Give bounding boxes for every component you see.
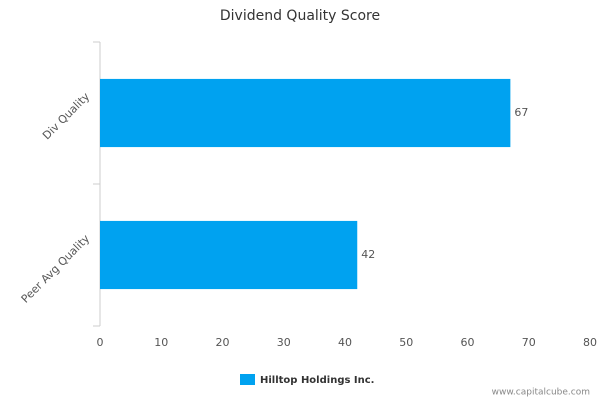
- x-tick-label: 80: [583, 336, 597, 349]
- data-label: 67: [514, 106, 528, 119]
- x-tick-label: 0: [97, 336, 104, 349]
- data-label: 42: [361, 248, 375, 261]
- bar: [100, 220, 358, 290]
- x-tick-label: 60: [461, 336, 475, 349]
- chart-title: Dividend Quality Score: [220, 8, 380, 24]
- y-tick-label: Peer Avg Quality: [19, 232, 93, 306]
- bar: [100, 78, 511, 148]
- x-tick-label: 70: [522, 336, 536, 349]
- legend-swatch: [240, 374, 255, 385]
- x-tick-label: 50: [399, 336, 413, 349]
- x-tick-label: 40: [338, 336, 352, 349]
- y-tick-label: Div Quality: [40, 90, 93, 143]
- x-tick-label: 10: [154, 336, 168, 349]
- legend-label: Hilltop Holdings Inc.: [260, 375, 374, 386]
- x-tick-label: 30: [277, 336, 291, 349]
- x-tick-label: 20: [216, 336, 230, 349]
- source-watermark: www.capitalcube.com: [492, 388, 590, 398]
